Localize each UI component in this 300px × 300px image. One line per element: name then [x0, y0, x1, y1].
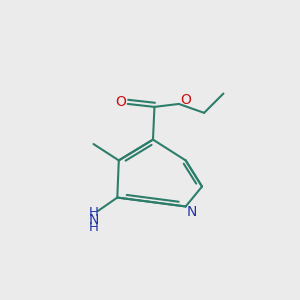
- Text: N: N: [187, 205, 197, 219]
- Text: H: H: [88, 206, 98, 219]
- Text: O: O: [180, 93, 191, 107]
- Text: O: O: [116, 95, 127, 110]
- Text: H: H: [88, 221, 98, 234]
- Text: N: N: [88, 213, 99, 227]
